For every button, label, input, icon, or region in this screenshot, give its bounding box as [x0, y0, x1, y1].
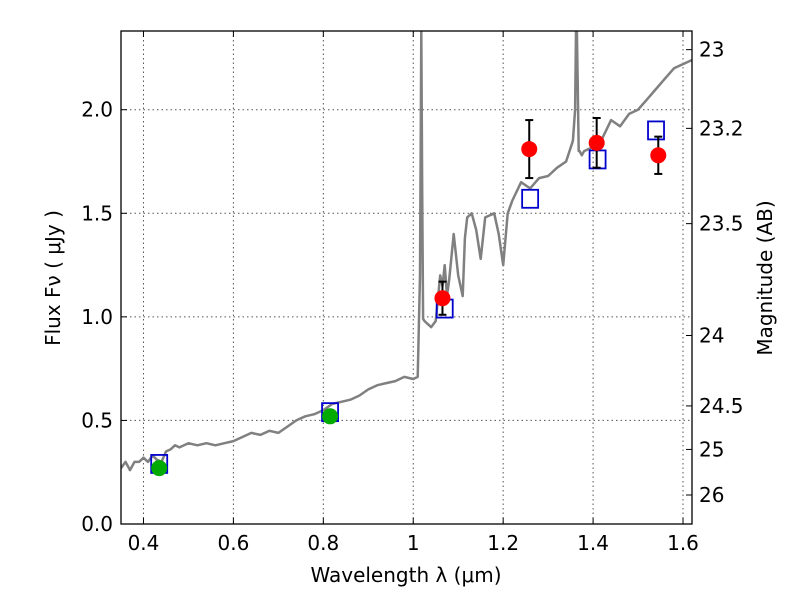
x-tick-label: 1.4	[577, 531, 609, 555]
y2-tick-label: 25	[699, 437, 724, 461]
y2-axis-label: Magnitude (AB)	[753, 200, 777, 355]
spectrum-line	[121, 31, 692, 472]
y2-tick-label: 24.5	[699, 394, 744, 418]
data-point	[322, 408, 339, 425]
data-point	[151, 460, 168, 477]
x-tick-label: 0.6	[217, 531, 249, 555]
y-tick-label: 1.0	[81, 305, 113, 329]
data-point	[588, 134, 605, 151]
y-tick-label: 0.5	[81, 408, 113, 432]
x-axis: 0.4 0.6 0.8 1 1.2 1.4 1.6	[128, 31, 699, 555]
data-point	[650, 147, 667, 164]
y-axis-label: Flux Fν ( μJy )	[41, 210, 65, 346]
y2-axis: 23 23.2 23.5 24 24.5 25 26	[686, 38, 744, 507]
x-tick-label: 0.8	[307, 531, 339, 555]
x-tick-label: 1	[407, 531, 420, 555]
y2-tick-label: 23	[699, 38, 724, 62]
data-point	[434, 290, 451, 307]
x-axis-label: Wavelength λ (μm)	[310, 563, 501, 587]
model-square	[647, 120, 665, 141]
plot-frame	[120, 30, 693, 525]
y-axis: 0.0 0.5 1.0 1.5 2.0	[81, 98, 127, 536]
x-tick-label: 1.6	[667, 531, 699, 555]
x-tick-label: 1.2	[487, 531, 519, 555]
y-tick-label: 1.5	[81, 201, 113, 225]
y2-tick-label: 26	[699, 483, 724, 507]
grid	[121, 31, 692, 525]
plot-area	[121, 31, 692, 477]
y2-tick-label: 23.2	[699, 116, 744, 140]
data-point	[521, 141, 538, 158]
y-tick-label: 0.0	[81, 512, 113, 536]
y2-tick-label: 23.5	[699, 212, 744, 236]
y2-tick-label: 24	[699, 324, 724, 348]
x-tick-label: 0.4	[128, 531, 160, 555]
model-square	[521, 188, 540, 209]
y-tick-label: 2.0	[81, 98, 113, 122]
